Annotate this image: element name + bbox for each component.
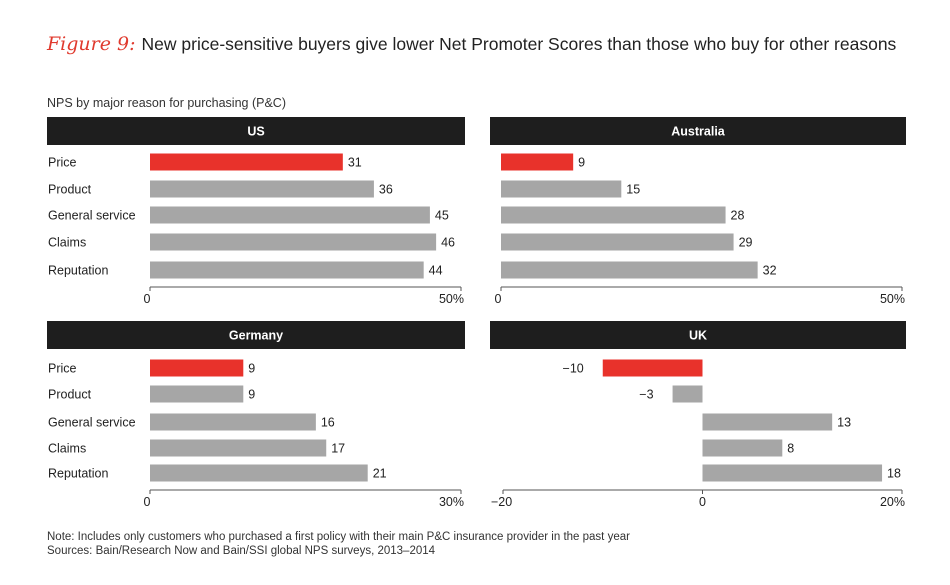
category-label: Claims bbox=[48, 442, 86, 456]
chart-subtitle: NPS by major reason for purchasing (P&C) bbox=[47, 96, 286, 110]
data-label: 46 bbox=[441, 236, 455, 250]
bar-us bbox=[150, 153, 343, 171]
bar-uk bbox=[672, 385, 703, 403]
bar-uk bbox=[602, 359, 703, 377]
figure-title: Figure 9: New price-sensitive buyers give… bbox=[47, 33, 896, 55]
bar-germany bbox=[150, 439, 327, 457]
panel-title-uk: UK bbox=[689, 329, 707, 343]
data-label: 16 bbox=[321, 416, 335, 430]
bar-australia bbox=[501, 153, 574, 171]
tick-label: 50% bbox=[439, 292, 464, 306]
category-label: General service bbox=[48, 209, 136, 223]
panel-title-us: US bbox=[247, 125, 264, 139]
data-label: 9 bbox=[248, 362, 255, 376]
data-label: 31 bbox=[348, 156, 362, 170]
tick-label: 50% bbox=[880, 292, 905, 306]
category-label: Claims bbox=[48, 236, 86, 250]
bar-us bbox=[150, 233, 437, 251]
sources-note: Sources: Bain/Research Now and Bain/SSI … bbox=[47, 545, 436, 557]
bar-australia bbox=[501, 206, 726, 224]
tick-label: 0 bbox=[144, 292, 151, 306]
bar-uk bbox=[702, 464, 883, 482]
panel-title-germany: Germany bbox=[229, 329, 283, 343]
data-label: 17 bbox=[331, 442, 345, 456]
data-label: 15 bbox=[626, 183, 640, 197]
category-label: Product bbox=[48, 388, 92, 402]
data-label: −10 bbox=[563, 362, 584, 376]
tick-label: 30% bbox=[439, 495, 464, 509]
bar-germany bbox=[150, 413, 316, 431]
panel-title-australia: Australia bbox=[671, 125, 726, 139]
tick-label: 0 bbox=[495, 292, 502, 306]
bar-australia bbox=[501, 180, 622, 198]
category-label: Price bbox=[48, 156, 77, 170]
data-label: 13 bbox=[837, 416, 851, 430]
bar-uk bbox=[702, 413, 833, 431]
panel-header-us bbox=[47, 117, 465, 145]
data-label: 44 bbox=[429, 264, 443, 278]
panel-header-germany bbox=[47, 321, 465, 349]
data-label: 18 bbox=[887, 467, 901, 481]
tick-label: 0 bbox=[144, 495, 151, 509]
bar-germany bbox=[150, 464, 368, 482]
data-label: 36 bbox=[379, 183, 393, 197]
bar-us bbox=[150, 261, 424, 279]
tick-label: 0 bbox=[699, 495, 706, 509]
bar-germany bbox=[150, 385, 244, 403]
category-label: Product bbox=[48, 183, 92, 197]
tick-label: −20 bbox=[491, 495, 512, 509]
data-label: 45 bbox=[435, 209, 449, 223]
category-label: General service bbox=[48, 416, 136, 430]
category-label: Reputation bbox=[48, 467, 109, 481]
bar-uk bbox=[702, 439, 783, 457]
figure-title-text: New price-sensitive buyers give lower Ne… bbox=[141, 34, 897, 54]
bar-us bbox=[150, 180, 374, 198]
bar-australia bbox=[501, 233, 734, 251]
data-label: 21 bbox=[373, 467, 387, 481]
category-label: Price bbox=[48, 362, 77, 376]
tick-label: 20% bbox=[880, 495, 905, 509]
category-label: Reputation bbox=[48, 264, 109, 278]
data-label: −3 bbox=[639, 388, 653, 402]
panel-header-australia bbox=[490, 117, 906, 145]
bar-germany bbox=[150, 359, 244, 377]
footnote: Note: Includes only customers who purcha… bbox=[47, 531, 630, 543]
bar-australia bbox=[501, 261, 758, 279]
panel-header-uk bbox=[490, 321, 906, 349]
bar-us bbox=[150, 206, 430, 224]
data-label: 32 bbox=[763, 264, 777, 278]
figure-label: Figure 9: bbox=[47, 33, 136, 55]
data-label: 28 bbox=[731, 209, 745, 223]
data-label: 9 bbox=[248, 388, 255, 402]
data-label: 9 bbox=[578, 156, 585, 170]
data-label: 8 bbox=[787, 442, 794, 456]
data-label: 29 bbox=[739, 236, 753, 250]
